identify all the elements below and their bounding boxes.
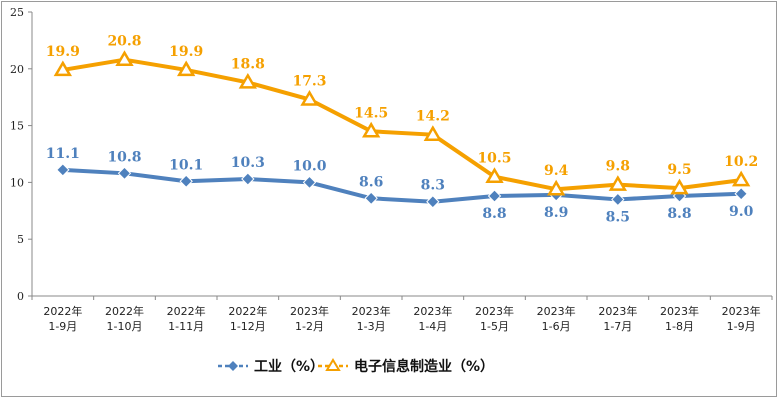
x-tick-label: 2022年 1-9月 bbox=[43, 304, 82, 333]
series-electronics: 19.9 20.8 19.9 18.8 17.3 14.5 14.2 10.5 9.4 9.8 9.… bbox=[46, 34, 758, 196]
data-point bbox=[423, 125, 443, 141]
data-label: 8.8 bbox=[482, 206, 506, 222]
series-line bbox=[60, 57, 744, 192]
legend-marker-diamond-icon bbox=[228, 361, 238, 371]
series-industry: 11.1 10.8 10.1 10.3 10.0 8.6 8.3 8.8 8.9 8.5 8.8 9.… bbox=[46, 146, 754, 226]
data-label: 11.1 bbox=[46, 146, 80, 162]
x-tick-label: 2023年 1-4月 bbox=[413, 304, 452, 333]
x-tick-label: 2023年 1-5月 bbox=[475, 304, 514, 333]
data-point bbox=[611, 192, 625, 207]
x-tick-label: 2023年 1-9月 bbox=[722, 304, 761, 333]
data-point bbox=[734, 187, 748, 201]
x-tick-label: 2023年 1-7月 bbox=[598, 304, 637, 333]
data-point bbox=[670, 178, 689, 195]
data-point bbox=[176, 60, 196, 77]
data-point bbox=[485, 167, 504, 183]
x-tick-label: 2022年 1-10月 bbox=[105, 304, 144, 333]
data-point bbox=[302, 175, 317, 190]
data-point bbox=[300, 89, 319, 106]
data-point bbox=[731, 170, 751, 187]
data-label: 10.0 bbox=[292, 158, 326, 174]
data-label: 14.2 bbox=[416, 109, 450, 125]
data-label: 8.6 bbox=[359, 174, 383, 190]
y-tick-label: 15 bbox=[10, 120, 24, 133]
legend-label: 电子信息制造业（%） bbox=[354, 358, 494, 375]
series-line bbox=[60, 167, 744, 204]
x-tick-label: 2023年 1-2月 bbox=[290, 304, 329, 333]
data-label: 8.8 bbox=[667, 206, 691, 222]
data-label: 9.8 bbox=[606, 159, 630, 175]
x-tick-label: 2022年 1-11月 bbox=[167, 304, 206, 333]
data-point bbox=[56, 163, 70, 177]
data-label: 8.9 bbox=[544, 205, 568, 221]
data-label: 9.5 bbox=[667, 162, 691, 178]
data-point bbox=[608, 175, 628, 191]
x-tick-label: 2023年 1-8月 bbox=[660, 304, 699, 333]
data-point bbox=[364, 191, 378, 206]
data-label: 10.3 bbox=[231, 155, 265, 171]
legend-item-electronics: 电子信息制造业（%） bbox=[318, 358, 494, 375]
data-label: 9.4 bbox=[544, 163, 569, 179]
data-label: 19.9 bbox=[169, 44, 203, 60]
data-label: 14.5 bbox=[354, 105, 388, 121]
data-label: 8.3 bbox=[421, 178, 445, 194]
data-label: 8.5 bbox=[606, 209, 630, 225]
data-point bbox=[53, 60, 73, 77]
data-label: 17.3 bbox=[292, 73, 326, 89]
data-label: 19.9 bbox=[46, 44, 80, 60]
x-tick-label: 2023年 1-3月 bbox=[352, 304, 391, 333]
y-tick-label: 5 bbox=[17, 233, 24, 246]
data-point bbox=[361, 121, 381, 138]
data-point bbox=[117, 166, 132, 181]
data-point bbox=[241, 172, 255, 186]
legend-item-industry: 工业（%） bbox=[218, 359, 324, 375]
data-point bbox=[238, 72, 258, 89]
legend-marker-triangle-icon bbox=[325, 358, 341, 371]
y-tick-label: 25 bbox=[10, 6, 24, 19]
data-point bbox=[426, 195, 440, 209]
data-label: 9.0 bbox=[729, 204, 754, 220]
data-label: 10.2 bbox=[724, 154, 758, 170]
data-label: 18.8 bbox=[231, 56, 265, 72]
data-label: 20.8 bbox=[107, 34, 141, 50]
x-tick-label: 2023年 1-6月 bbox=[537, 304, 576, 333]
data-label: 10.8 bbox=[107, 149, 141, 165]
legend: 工业（%） 电子信息制造业（%） bbox=[218, 358, 494, 375]
y-tick-label: 20 bbox=[10, 63, 24, 76]
data-point bbox=[179, 174, 193, 188]
data-label: 10.5 bbox=[477, 151, 511, 167]
data-point bbox=[115, 50, 134, 66]
y-tick-label: 0 bbox=[17, 290, 24, 303]
data-point bbox=[546, 179, 566, 196]
legend-label: 工业（%） bbox=[254, 359, 324, 375]
y-tick-label: 10 bbox=[10, 176, 24, 189]
data-label: 10.1 bbox=[169, 157, 203, 173]
x-tick-label: 2022年 1-12月 bbox=[228, 304, 267, 333]
data-point bbox=[487, 189, 502, 203]
